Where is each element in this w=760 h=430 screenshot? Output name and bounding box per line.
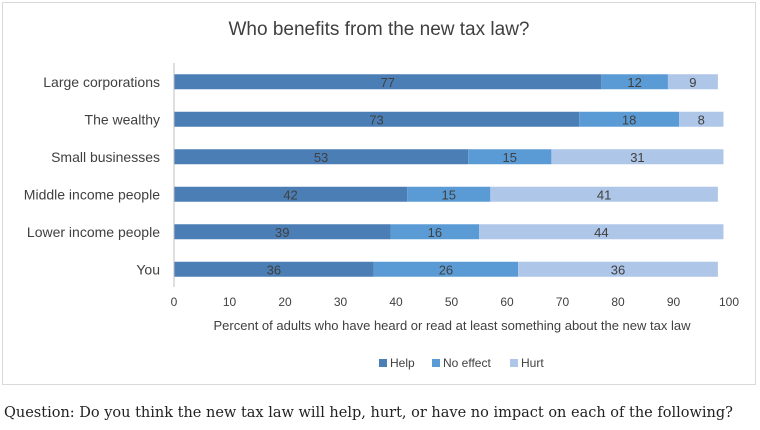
x-tick-label-20: 20 [278, 295, 292, 309]
x-tick-label-90: 90 [667, 295, 681, 309]
data-label-no-effect-lower-income-people: 16 [428, 225, 442, 240]
data-label-hurt-small-businesses: 31 [630, 150, 644, 165]
data-label-hurt-large-corporations: 9 [689, 75, 696, 90]
data-label-no-effect-the-wealthy: 18 [622, 112, 636, 127]
data-label-help-middle-income-people: 42 [283, 187, 297, 202]
bar-hurt-middle-income-people [490, 186, 718, 202]
chart-title: Who benefits from the new tax law? [229, 19, 530, 40]
x-tick-label-0: 0 [171, 295, 178, 309]
category-label-middle-income-people: Middle income people [24, 186, 160, 202]
category-label-the-wealthy: The wealthy [85, 111, 160, 127]
category-label-large-corporations: Large corporations [43, 74, 160, 90]
data-label-no-effect-middle-income-people: 15 [441, 187, 455, 202]
legend: Help No effect Hurt [379, 356, 544, 370]
bar-hurt-you [518, 261, 718, 277]
data-label-hurt-the-wealthy: 8 [698, 112, 705, 127]
bar-hurt-the-wealthy [679, 111, 724, 127]
bar-no-effect-you [373, 261, 519, 277]
legend-label-no-effect: No effect [443, 356, 491, 370]
bar-no-effect-the-wealthy [579, 111, 680, 127]
legend-swatch-hurt [510, 359, 518, 367]
data-label-hurt-middle-income-people: 41 [597, 187, 611, 202]
data-label-hurt-lower-income-people: 44 [594, 225, 608, 240]
bar-no-effect-small-businesses [468, 149, 552, 165]
question-text: Question: Do you think the new tax law w… [4, 405, 733, 421]
x-tick-label-60: 60 [500, 295, 514, 309]
category-label-small-businesses: Small businesses [51, 149, 160, 165]
x-tick-label-10: 10 [223, 295, 237, 309]
bar-help-you [174, 261, 374, 277]
bars-layer: 77 12 9 73 18 8 53 15 31 42 15 41 39 16 44 36 26 36 [174, 74, 724, 277]
legend-label-help: Help [390, 356, 415, 370]
data-label-help-lower-income-people: 39 [275, 225, 289, 240]
x-tick-label-30: 30 [334, 295, 348, 309]
bar-help-lower-income-people [174, 224, 391, 240]
data-label-help-large-corporations: 77 [380, 75, 394, 90]
chart: Who benefits from the new tax law? 77 12 9… [24, 19, 740, 370]
x-tick-label-40: 40 [389, 295, 403, 309]
data-label-help-the-wealthy: 73 [369, 112, 383, 127]
x-tick-label-50: 50 [445, 295, 459, 309]
bar-help-the-wealthy [174, 111, 580, 127]
data-label-hurt-you: 36 [611, 262, 625, 277]
data-label-help-you: 36 [267, 262, 281, 277]
category-label-lower-income-people: Lower income people [27, 224, 160, 240]
legend-swatch-no-effect [432, 359, 440, 367]
bar-hurt-lower-income-people [479, 224, 724, 240]
x-tick-labels: 0 10 20 30 40 50 60 70 80 90 100 [171, 295, 740, 309]
chart-frame: Who benefits from the new tax law? 77 12 9… [2, 2, 756, 385]
x-axis-label: Percent of adults who have heard or read… [214, 318, 692, 333]
category-labels: Large corporations The wealthy Small busin… [24, 74, 160, 278]
bar-no-effect-middle-income-people [407, 186, 491, 202]
bar-help-middle-income-people [174, 186, 408, 202]
legend-label-hurt: Hurt [521, 356, 544, 370]
data-label-no-effect-small-businesses: 15 [503, 150, 517, 165]
bar-no-effect-large-corporations [601, 74, 668, 90]
x-tick-label-80: 80 [611, 295, 625, 309]
bar-no-effect-lower-income-people [390, 224, 480, 240]
category-label-you: You [136, 261, 160, 277]
data-label-no-effect-large-corporations: 12 [627, 75, 641, 90]
x-tick-label-70: 70 [556, 295, 570, 309]
bar-help-small-businesses [174, 149, 469, 165]
bar-hurt-small-businesses [551, 149, 724, 165]
data-label-help-small-businesses: 53 [314, 150, 328, 165]
bar-help-large-corporations [174, 74, 602, 90]
legend-swatch-help [379, 359, 387, 367]
x-tick-label-100: 100 [719, 295, 739, 309]
bar-hurt-large-corporations [667, 74, 718, 90]
data-label-no-effect-you: 26 [439, 262, 453, 277]
